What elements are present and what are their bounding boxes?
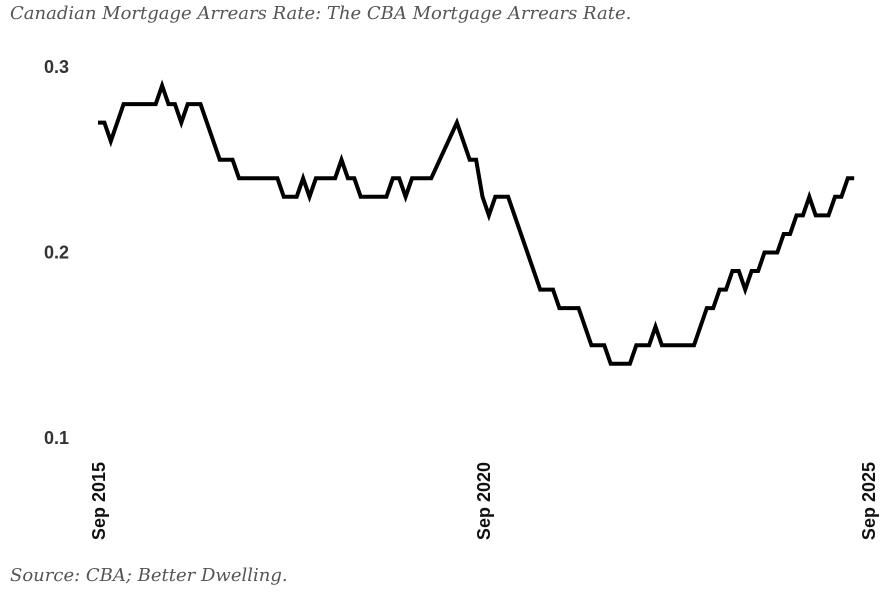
y-tick-label: 0.3 xyxy=(44,57,69,77)
series-lines xyxy=(98,79,855,366)
y-tick-label: 0.1 xyxy=(44,428,69,448)
x-axis-ticks: Sep 2015 Sep 2020 Sep 2025 xyxy=(89,462,879,540)
y-axis-ticks: 0.1 0.2 0.3 xyxy=(44,57,69,448)
x-tick-label: Sep 2015 xyxy=(89,462,109,540)
x-tick-label: Sep 2025 xyxy=(859,462,879,540)
x-tick-label: Sep 2020 xyxy=(474,462,494,540)
chart-title: Canadian Mortgage Arrears Rate: The CBA … xyxy=(10,3,632,24)
y-tick-label: 0.2 xyxy=(44,243,69,263)
series-line xyxy=(98,79,855,366)
source-note: Source: CBA; Better Dwelling. xyxy=(10,565,288,586)
